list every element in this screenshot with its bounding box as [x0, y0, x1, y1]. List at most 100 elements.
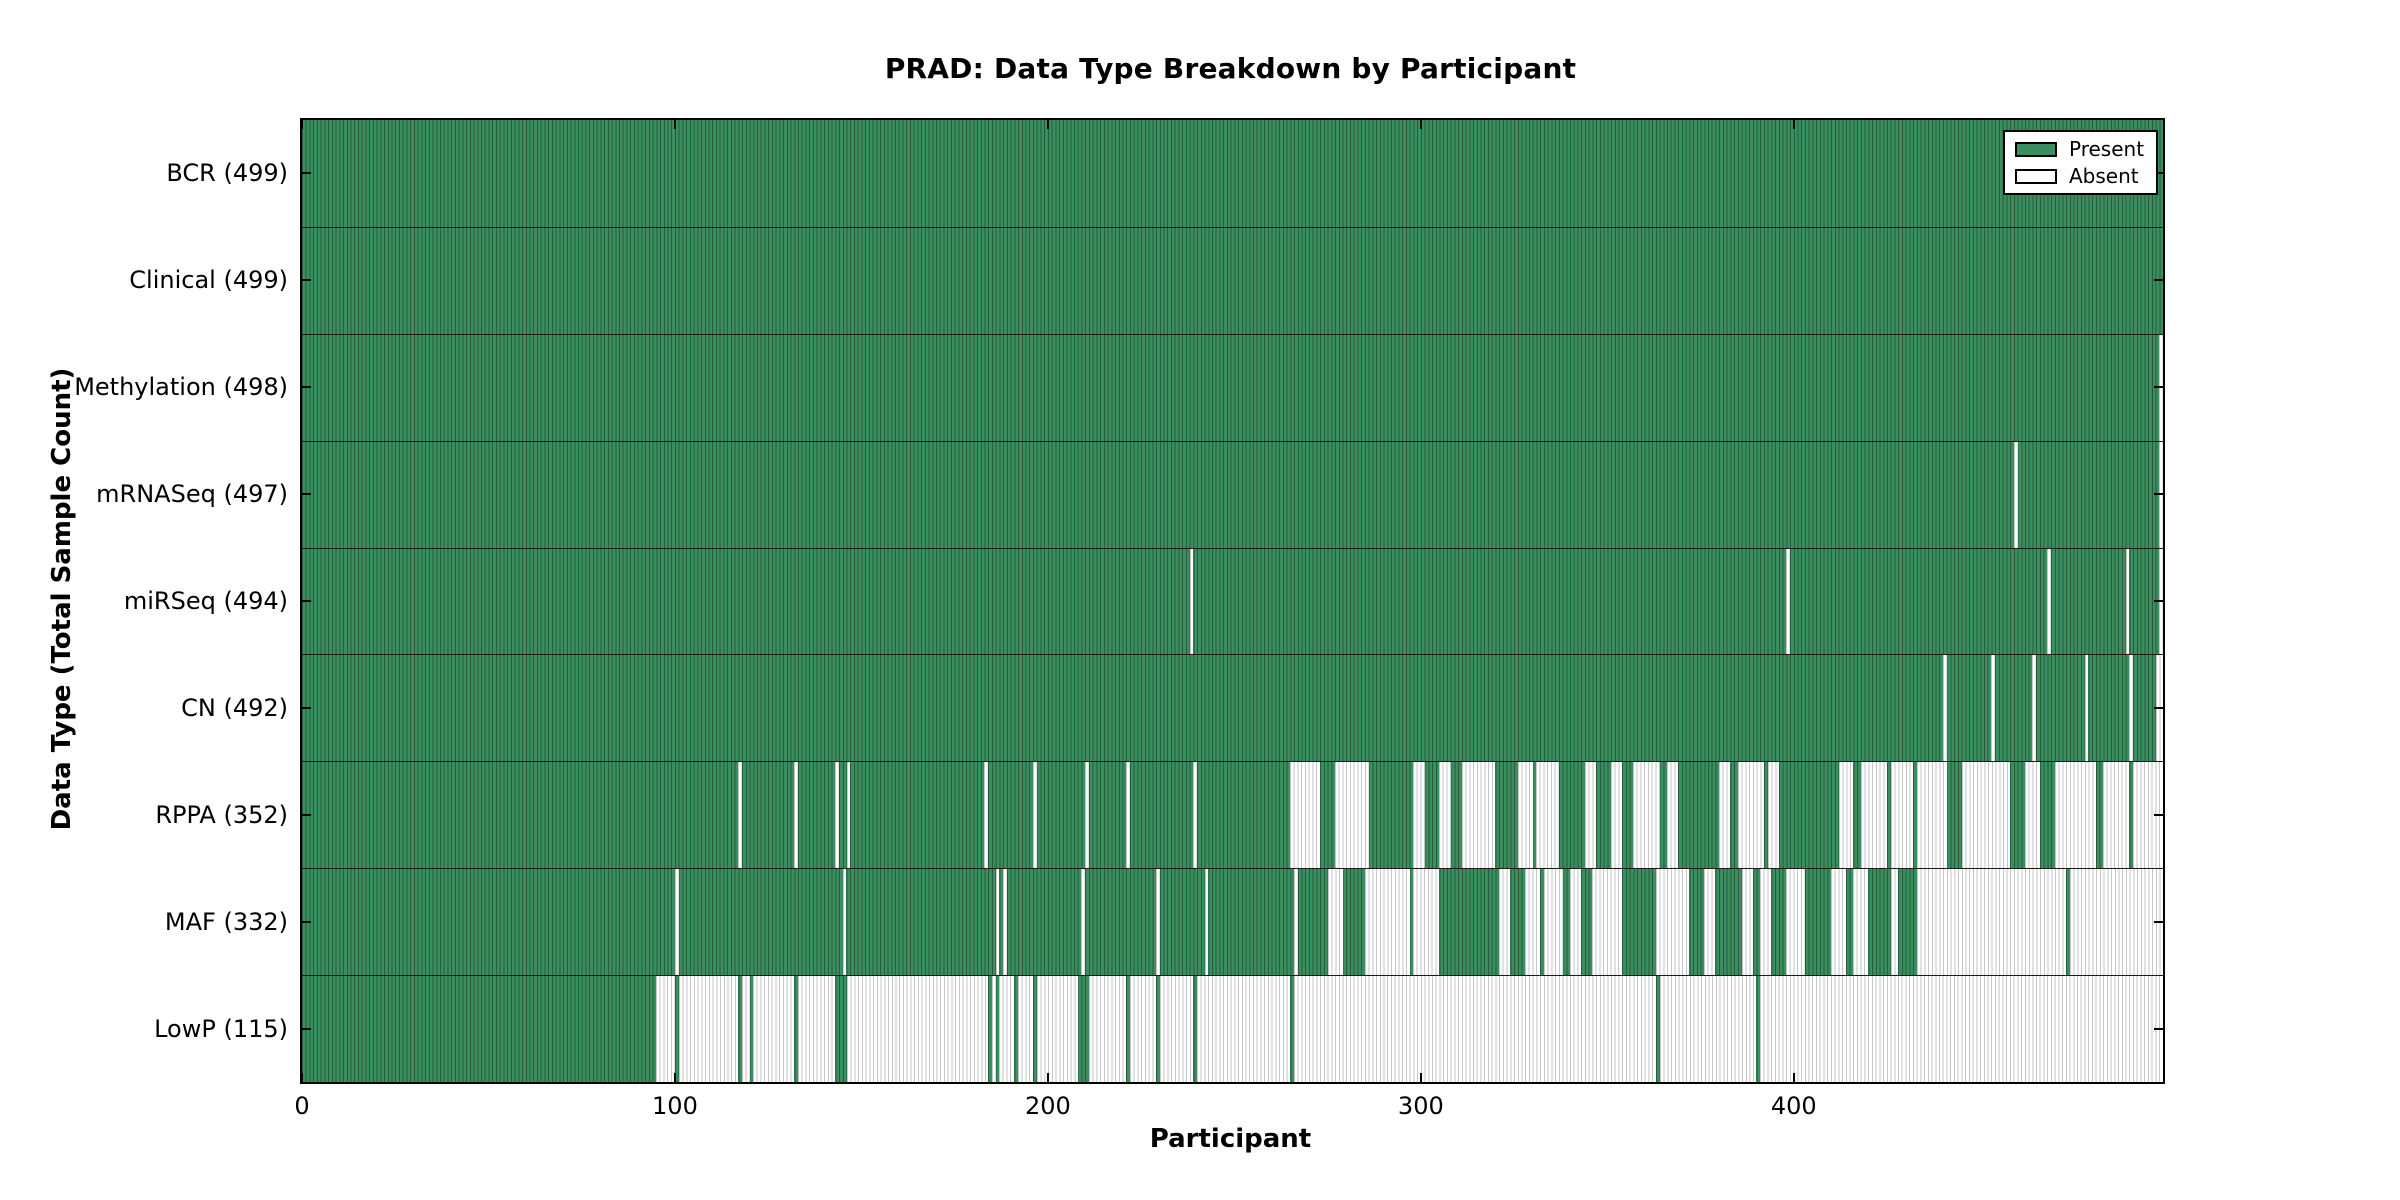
y-tick-label-methylation: Methylation (498) [74, 373, 288, 402]
legend-entry-present: Present [2015, 139, 2144, 159]
y-tick-right [2154, 279, 2163, 282]
y-tick-left [302, 706, 311, 709]
absent-segment [798, 976, 836, 1082]
x-tick-top-100 [673, 120, 676, 129]
legend: Present Absent [2003, 130, 2159, 195]
absent-segment [1838, 762, 1854, 869]
absent-segment [1860, 762, 1887, 869]
absent-segment [1159, 976, 1194, 1082]
absent-segment [753, 976, 795, 1082]
absent-segment [1592, 869, 1623, 976]
absent-segment [1611, 762, 1623, 869]
absent-segment [1719, 762, 1731, 869]
absent-segment [1018, 976, 1033, 1082]
absent-segment [1704, 869, 1716, 976]
x-tick-top-0 [301, 120, 303, 129]
absent-segment [842, 869, 847, 976]
absent-segment [1760, 869, 1772, 976]
absent-segment [1081, 869, 1086, 976]
absent-segment [1461, 762, 1496, 869]
y-tick-left [302, 920, 311, 923]
absent-segment [2129, 655, 2134, 762]
heatmap-row-maf [302, 868, 2163, 976]
y-tick-label-maf: MAF (332) [164, 907, 288, 936]
absent-segment [1204, 869, 1209, 976]
absent-segment [1831, 869, 1846, 976]
legend-absent-label: Absent [2069, 164, 2139, 188]
absent-segment [1767, 762, 1779, 869]
y-tick-right [2154, 493, 2163, 496]
y-tick-left [302, 386, 311, 389]
absent-segment [1760, 976, 2163, 1082]
absent-segment [991, 976, 996, 1082]
absent-segment [1032, 762, 1037, 869]
absent-segment [1294, 869, 1298, 976]
y-tick-right [2154, 172, 2163, 175]
absent-segment [1088, 976, 1127, 1082]
y-tick-left [302, 600, 311, 602]
present-swatch-icon [2015, 141, 2057, 157]
absent-segment [1413, 762, 1425, 869]
heatmap-row-bcr [302, 120, 2163, 227]
absent-segment [678, 976, 739, 1082]
absent-segment [2032, 655, 2037, 762]
absent-segment [1335, 762, 1369, 869]
absent-segment [1327, 869, 1343, 976]
y-tick-label-bcr: BCR (499) [166, 159, 288, 188]
y-tick-right [2154, 600, 2163, 602]
x-tick-label-200: 200 [1024, 1092, 1071, 1120]
x-axis-title: Participant [1149, 1124, 1312, 1154]
y-tick-label-cn: CN (492) [181, 693, 288, 722]
absent-segment [1193, 762, 1198, 869]
absent-segment [2103, 762, 2130, 869]
y-tick-right [2154, 706, 2163, 709]
x-tick-top-200 [1046, 120, 1049, 129]
y-tick-right [2154, 386, 2163, 389]
heatmap-row-lowp [302, 975, 2163, 1082]
absent-segment [1584, 762, 1597, 869]
absent-segment [2125, 548, 2130, 655]
absent-segment [1003, 869, 1007, 976]
absent-segment [1525, 869, 1541, 976]
absent-segment [1413, 869, 1440, 976]
absent-segment [738, 762, 743, 869]
absent-segment [1916, 762, 1947, 869]
absent-segment [1499, 869, 1511, 976]
absent-segment [1294, 976, 1656, 1082]
x-tick-bottom-400 [1792, 1073, 1795, 1082]
absent-segment [1570, 869, 1582, 976]
absent-segment [1890, 869, 1899, 976]
absent-segment [846, 976, 989, 1082]
y-tick-label-rppa: RPPA (352) [155, 800, 288, 829]
heatmap-row-cn [302, 654, 2163, 762]
absent-segment [1666, 762, 1679, 869]
y-tick-label-clinical: Clinical (499) [129, 266, 288, 295]
absent-segment [794, 762, 798, 869]
plot-area [300, 118, 2165, 1084]
absent-segment [995, 869, 1000, 976]
absent-segment [1737, 762, 1764, 869]
y-tick-label-mrnaseq: mRNASeq (497) [96, 480, 288, 509]
absent-segment [1991, 655, 1996, 762]
y-tick-right [2154, 920, 2163, 923]
heatmap-row-rppa [302, 761, 2163, 869]
y-tick-left [302, 279, 311, 282]
x-tick-label-0: 0 [294, 1092, 310, 1120]
absent-segment [835, 762, 840, 869]
absent-segment [656, 976, 675, 1082]
absent-segment [2069, 869, 2163, 976]
absent-segment [1786, 869, 1805, 976]
absent-segment [1916, 869, 2067, 976]
heatmap-row-clinical [302, 226, 2163, 334]
heatmap-row-mrnaseq [302, 440, 2163, 548]
absent-segment [1364, 869, 1410, 976]
absent-segment [1129, 976, 1157, 1082]
y-tick-left [302, 1027, 311, 1030]
absent-segment [1536, 762, 1559, 869]
absent-swatch-icon [2015, 168, 2057, 184]
x-tick-label-300: 300 [1397, 1092, 1444, 1120]
absent-segment [1126, 762, 1130, 869]
absent-segment [2025, 762, 2040, 869]
x-tick-bottom-200 [1046, 1073, 1049, 1082]
